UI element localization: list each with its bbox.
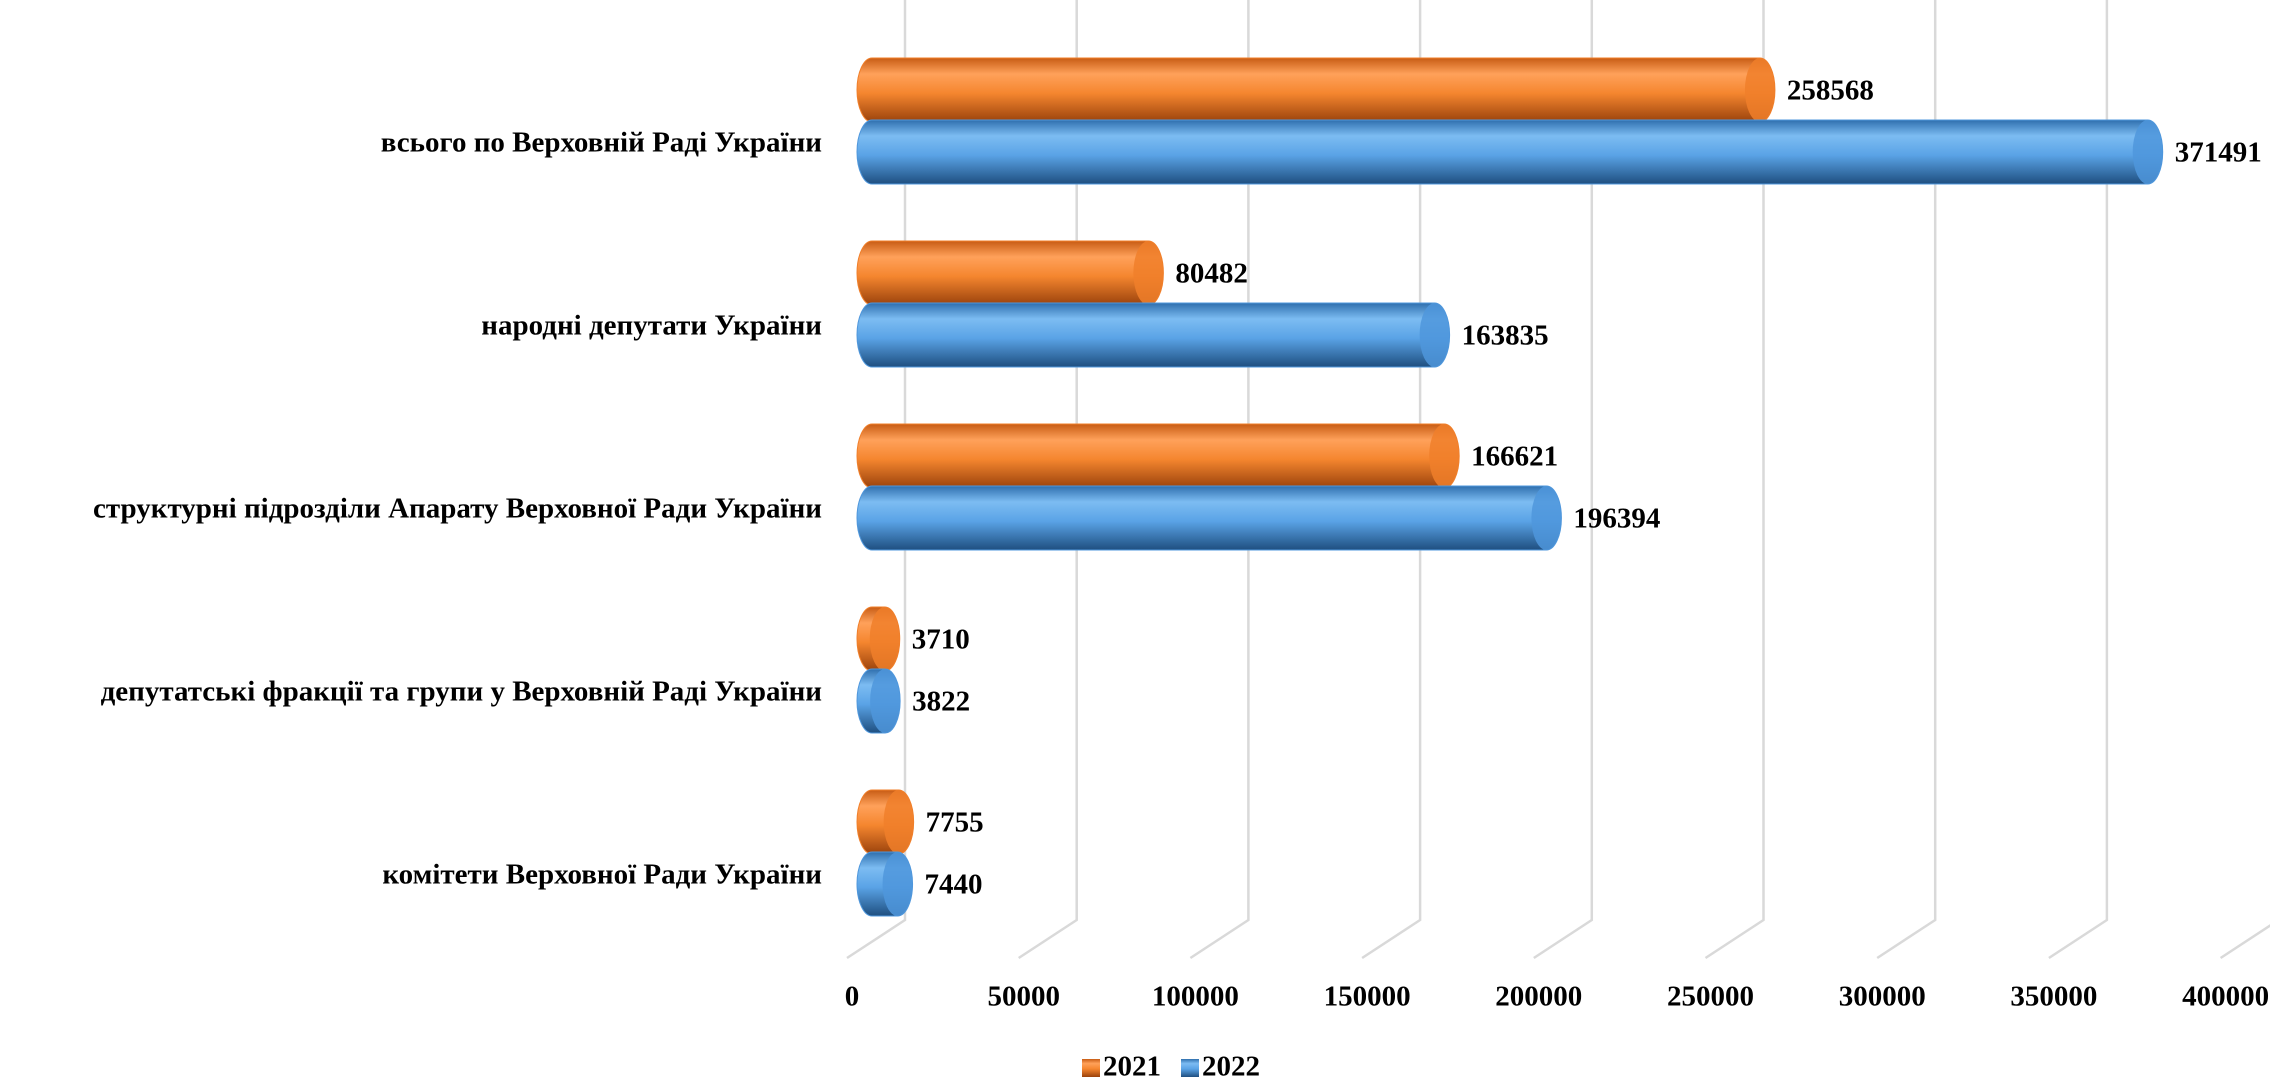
legend-label: 2022: [1202, 1051, 1260, 1083]
bar-cap: [1531, 486, 1562, 550]
category-label: комітети Верховної Ради України: [382, 859, 822, 891]
bar-cap: [883, 790, 914, 854]
bar: [856, 485, 1562, 551]
value-label: 7440: [925, 869, 983, 901]
value-label: 166621: [1471, 441, 1558, 473]
value-label: 80482: [1175, 258, 1248, 290]
bar-cap: [2132, 120, 2163, 184]
grid-line: [2048, 0, 2109, 960]
value-label: 7755: [926, 807, 984, 839]
value-label: 3822: [912, 686, 970, 718]
category-label: всього по Верховній Раді України: [381, 127, 822, 159]
bar: [856, 240, 1164, 306]
x-tick-label: 250000: [1667, 981, 1754, 1013]
value-label: 258568: [1787, 75, 1874, 107]
x-tick-label: 0: [845, 981, 860, 1013]
bar: [856, 119, 2164, 185]
grid-line: [2219, 924, 2270, 960]
x-tick-label: 200000: [1495, 981, 1582, 1013]
grid-line: [1704, 0, 1765, 960]
legend-swatch: [1082, 1059, 1100, 1077]
x-tick-label: 350000: [2010, 981, 2097, 1013]
value-label: 3710: [912, 624, 970, 656]
category-label: структурні підрозділи Апарату Верховної …: [93, 493, 822, 525]
category-label: народні депутати України: [481, 310, 822, 342]
x-tick-label: 150000: [1324, 981, 1411, 1013]
bar-cap: [869, 607, 900, 671]
x-tick-label: 300000: [1839, 981, 1926, 1013]
bar-cap: [1419, 303, 1450, 367]
legend-label: 2021: [1103, 1051, 1161, 1083]
category-label: депутатські фракції та групи у Верховній…: [101, 676, 822, 708]
value-label: 371491: [2175, 137, 2262, 169]
bar: [856, 302, 1451, 368]
value-label: 196394: [1573, 503, 1660, 535]
bar-cap: [882, 852, 913, 916]
grid-line: [1533, 0, 1594, 960]
bar-cap: [1429, 424, 1460, 488]
value-label: 163835: [1462, 320, 1549, 352]
bar-cap: [870, 669, 901, 733]
bar-cap: [1744, 58, 1775, 122]
grid-line: [1876, 0, 1937, 960]
bar: [856, 423, 1460, 489]
x-tick-label: 400000: [2182, 981, 2269, 1013]
x-tick-label: 100000: [1152, 981, 1239, 1013]
bar: [856, 57, 1776, 123]
legend-swatch: [1181, 1059, 1199, 1077]
bar-cap: [1133, 241, 1164, 305]
x-tick-label: 50000: [987, 981, 1060, 1013]
